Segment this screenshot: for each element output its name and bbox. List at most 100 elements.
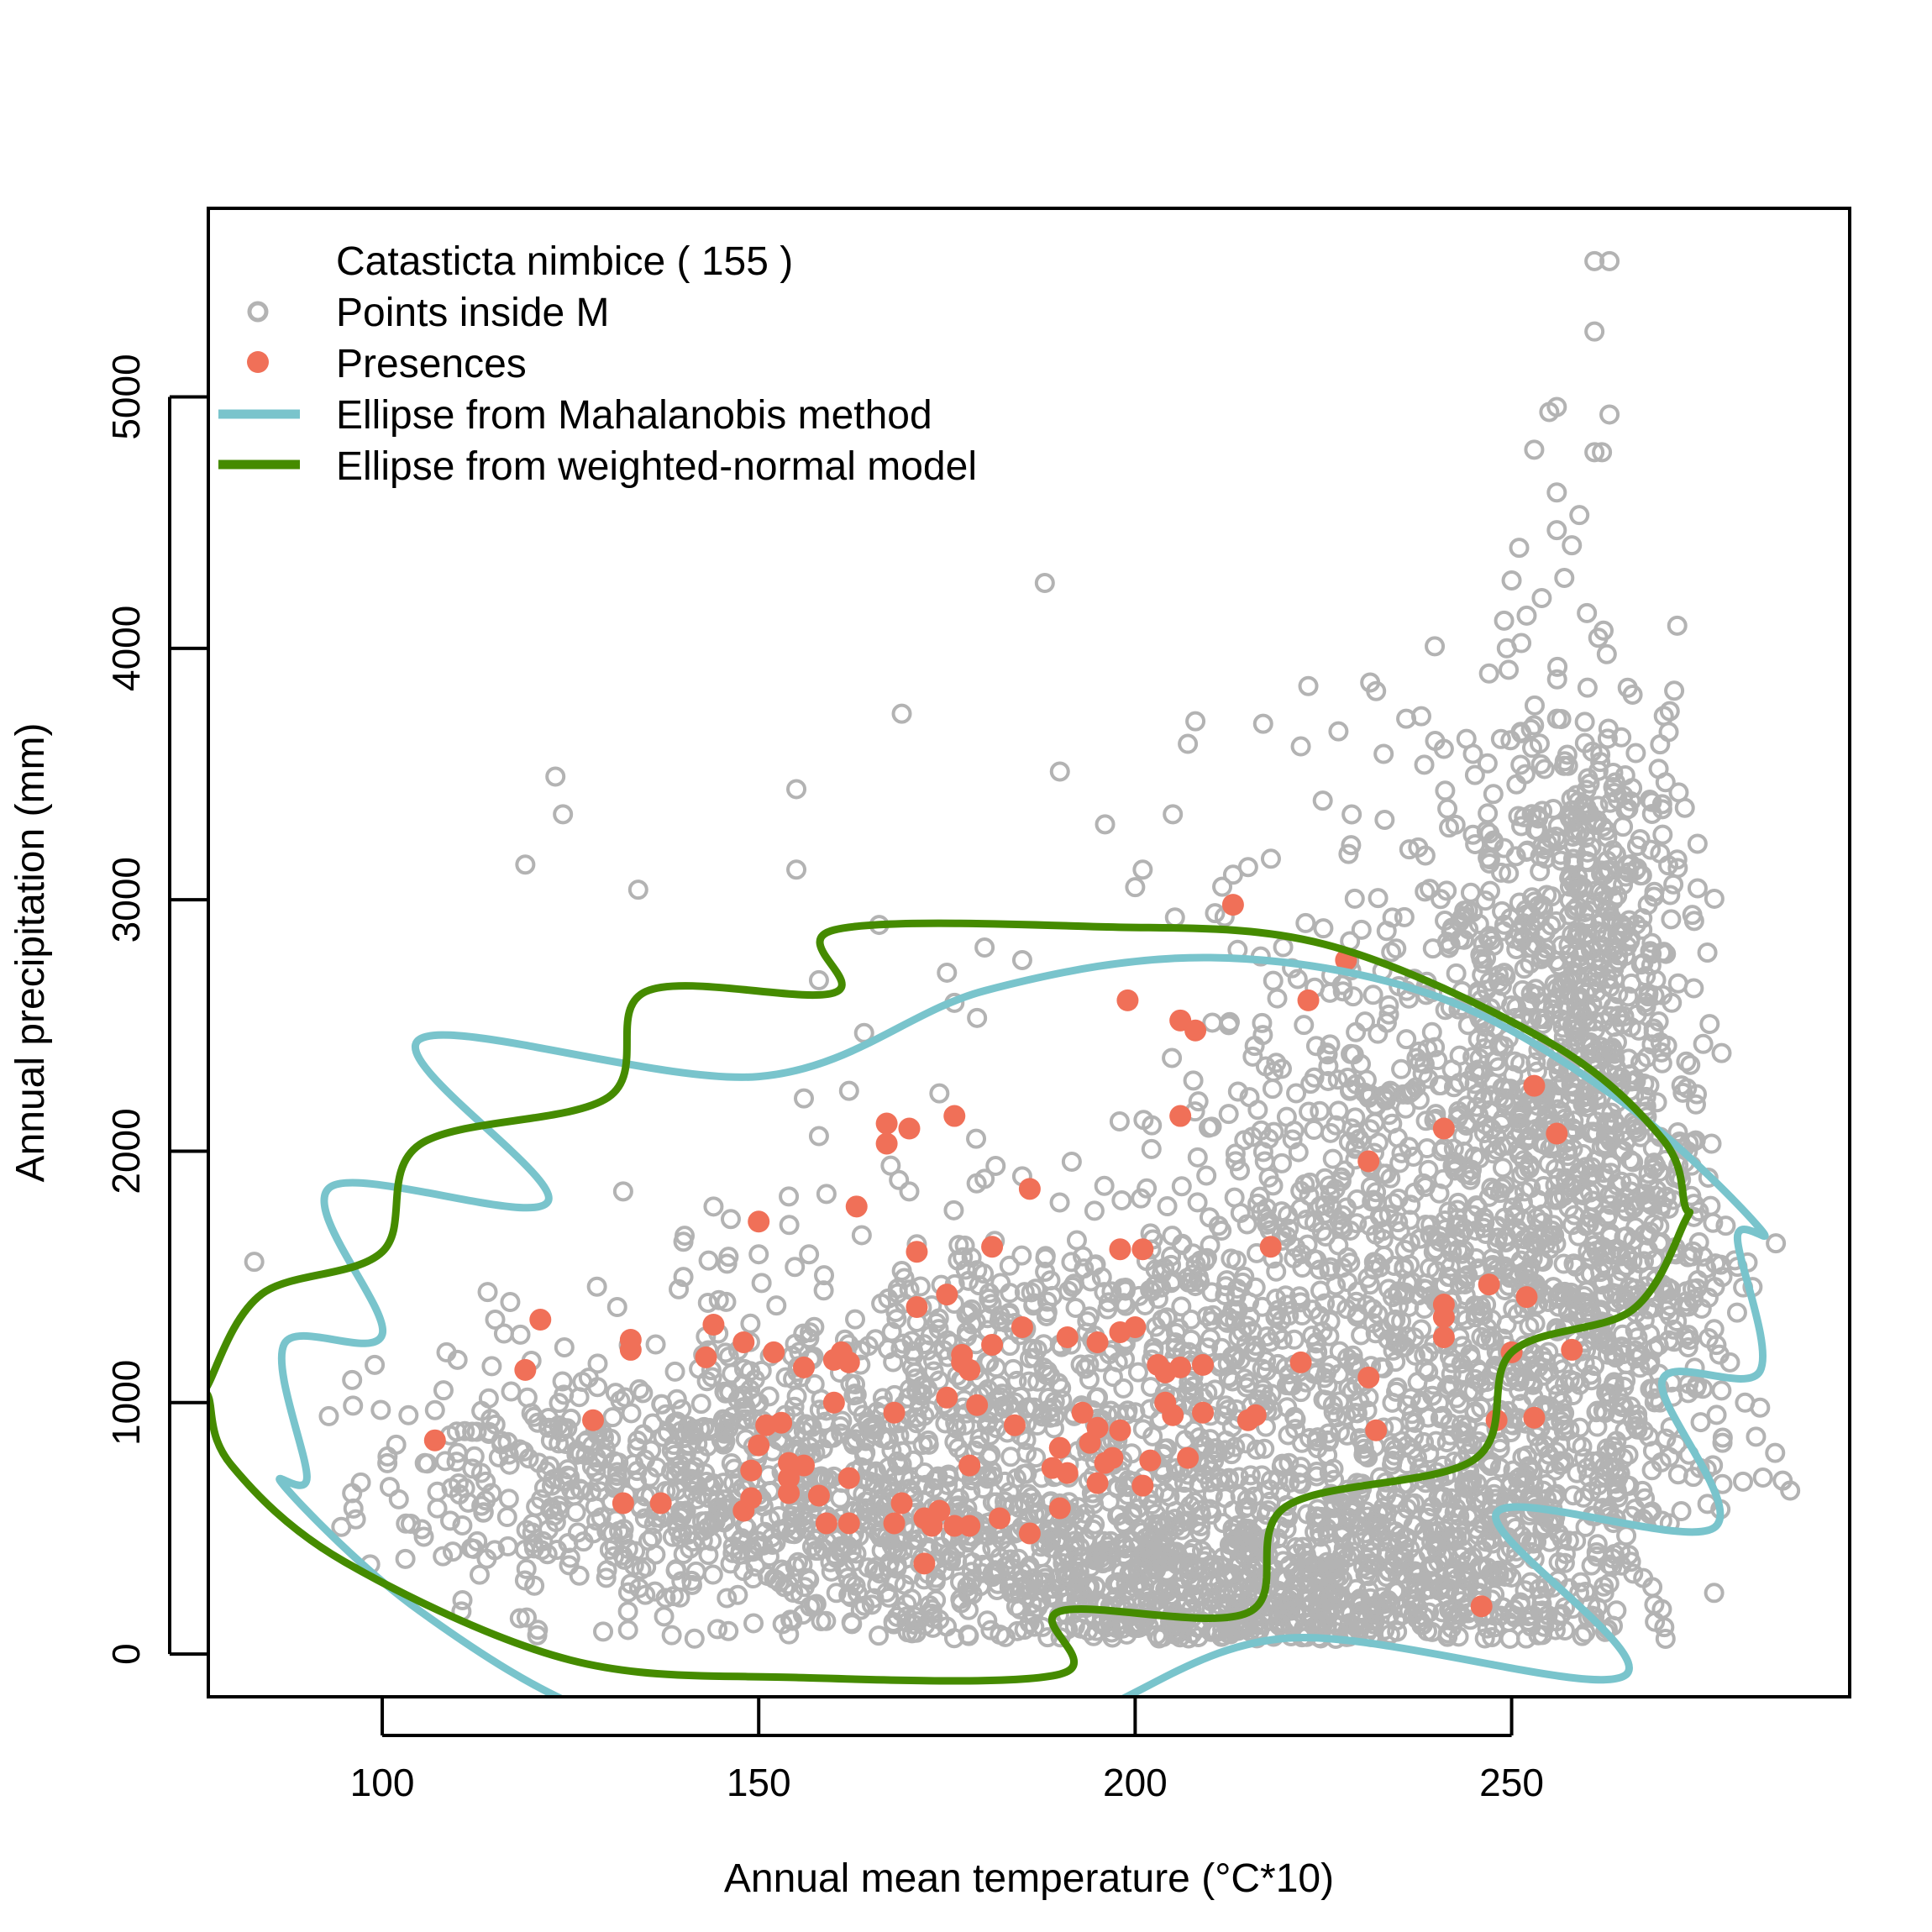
point-inside-m [1058, 1543, 1079, 1564]
point-inside-m [1558, 981, 1579, 1002]
point-inside-m [1438, 937, 1459, 958]
point-inside-m [1434, 1137, 1455, 1158]
point-inside-m [606, 1297, 627, 1318]
point-inside-m [1006, 1370, 1027, 1391]
point-inside-m [1537, 832, 1558, 853]
presence-point [702, 1314, 725, 1336]
point-inside-m [1578, 842, 1599, 863]
point-inside-m [705, 1511, 726, 1532]
point-inside-m [1270, 1481, 1291, 1502]
point-inside-m [680, 1468, 701, 1489]
presence-point [1109, 1419, 1131, 1441]
point-inside-m [1559, 905, 1580, 926]
point-inside-m [854, 1595, 875, 1616]
point-inside-m [1698, 1328, 1719, 1349]
point-inside-m [1349, 1515, 1370, 1536]
point-inside-m [1285, 1567, 1306, 1588]
point-inside-m [1656, 1300, 1677, 1321]
point-inside-m [1326, 1294, 1347, 1315]
point-inside-m [814, 1265, 835, 1286]
point-inside-m [1359, 1619, 1380, 1640]
point-inside-m [1462, 1159, 1483, 1180]
point-inside-m [1475, 890, 1496, 911]
point-inside-m [1351, 1325, 1372, 1346]
point-inside-m [639, 1467, 660, 1488]
point-inside-m [1153, 1530, 1174, 1551]
point-inside-m [1453, 1539, 1474, 1560]
point-inside-m [471, 1495, 492, 1516]
point-inside-m [1699, 1014, 1720, 1035]
point-inside-m [1548, 1075, 1569, 1096]
point-inside-m [1519, 1120, 1540, 1141]
point-inside-m [1650, 843, 1671, 864]
point-inside-m [1202, 1012, 1223, 1033]
point-inside-m [1350, 1588, 1371, 1609]
point-inside-m [1273, 937, 1294, 958]
point-inside-m [1661, 909, 1682, 930]
point-inside-m [1474, 1628, 1495, 1649]
point-inside-m [433, 1380, 454, 1401]
point-inside-m [1046, 1530, 1067, 1551]
point-inside-m [1334, 1599, 1355, 1620]
point-inside-m [1068, 1557, 1089, 1578]
point-inside-m [1278, 1364, 1299, 1385]
presence-point [1048, 1497, 1071, 1520]
point-inside-m [1349, 1391, 1370, 1412]
point-inside-m [1363, 1609, 1384, 1630]
presence-point [1523, 1406, 1546, 1429]
point-inside-m [1637, 1239, 1658, 1260]
point-inside-m [1373, 1163, 1394, 1184]
point-inside-m [1470, 944, 1491, 965]
point-inside-m [1356, 1446, 1377, 1467]
point-inside-m [1687, 833, 1708, 854]
point-inside-m [1509, 1380, 1530, 1401]
point-inside-m [1256, 1351, 1277, 1372]
point-inside-m [1584, 442, 1605, 463]
point-inside-m [779, 1215, 800, 1236]
point-inside-m [1359, 1215, 1380, 1236]
point-inside-m [1582, 994, 1603, 1015]
point-inside-m [1436, 1431, 1457, 1452]
point-inside-m [1315, 1226, 1336, 1247]
point-inside-m [664, 1586, 685, 1607]
point-inside-m [886, 1558, 907, 1579]
point-inside-m [1586, 982, 1607, 1003]
point-inside-m [1467, 1096, 1488, 1117]
point-inside-m [1318, 1070, 1339, 1091]
point-inside-m [808, 1126, 829, 1147]
point-inside-m [731, 1528, 752, 1549]
point-inside-m [1157, 1196, 1178, 1217]
point-inside-m [427, 1498, 448, 1519]
point-inside-m [1374, 1620, 1395, 1641]
point-inside-m [1479, 1100, 1500, 1121]
point-inside-m [1396, 1454, 1417, 1475]
point-inside-m [1342, 1497, 1363, 1518]
point-inside-m [1202, 1305, 1223, 1326]
point-inside-m [342, 1369, 363, 1390]
point-inside-m [1299, 1185, 1320, 1206]
point-inside-m [1142, 1425, 1163, 1446]
point-inside-m [1196, 1165, 1217, 1186]
point-inside-m [1520, 991, 1541, 1012]
point-inside-m [1240, 1621, 1261, 1642]
point-inside-m [1494, 837, 1515, 858]
point-inside-m [1520, 718, 1541, 739]
point-inside-m [1619, 1277, 1640, 1298]
presence-point [958, 1358, 981, 1381]
point-inside-m [1480, 1456, 1501, 1477]
point-inside-m [720, 1553, 741, 1574]
point-inside-m [1635, 1086, 1656, 1107]
legend-label-mahalanobis: Ellipse from Mahalanobis method [336, 393, 932, 438]
point-inside-m [514, 1570, 535, 1591]
point-inside-m [1141, 1138, 1162, 1159]
point-inside-m [1546, 396, 1567, 417]
point-inside-m [958, 1625, 979, 1646]
x-axis-title: Annual mean temperature (°C*10) [724, 1856, 1334, 1901]
point-inside-m [1109, 1110, 1130, 1131]
point-inside-m [1554, 1451, 1575, 1472]
point-inside-m [1431, 1075, 1452, 1096]
point-inside-m [1345, 1403, 1366, 1424]
point-inside-m [1630, 954, 1651, 975]
point-inside-m [1111, 1562, 1132, 1583]
